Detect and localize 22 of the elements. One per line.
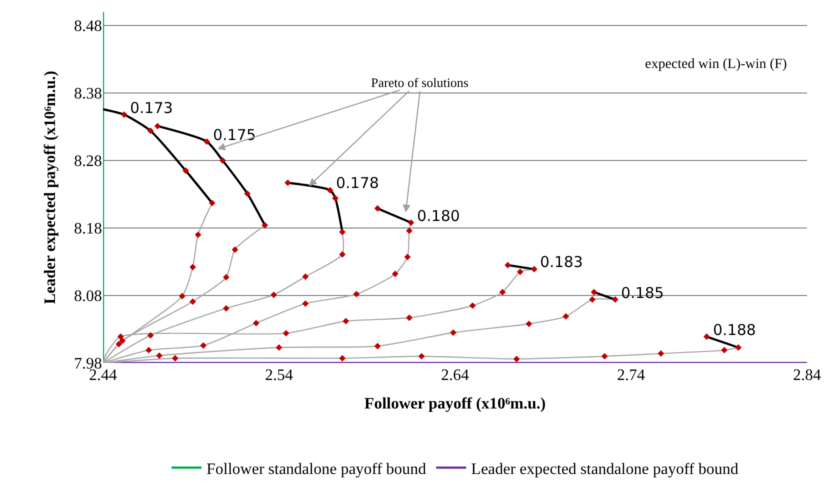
x-axis-title: Follower payoff (x10⁶m.u.) (364, 396, 546, 413)
x-tick-label: 2.54 (265, 367, 293, 384)
legend-label: Follower standalone payoff bound (206, 460, 426, 478)
y-tick-label: 8.18 (74, 220, 102, 238)
annotation: Pareto of solutions (371, 75, 468, 90)
annotation: 0.173 (130, 99, 173, 117)
annotation: 0.188 (713, 321, 756, 339)
annotation: 0.183 (540, 253, 583, 271)
x-tick-label: 2.84 (793, 367, 821, 384)
annotation: 0.175 (213, 126, 256, 144)
annotation: expected win (L)-win (F) (645, 57, 788, 72)
y-axis-title: Leader expected payoff (x10⁶m.u.) (42, 70, 59, 304)
y-tick-label: 8.08 (74, 288, 102, 306)
x-tick-label: 2.74 (617, 367, 645, 384)
y-tick-label: 8.38 (74, 86, 102, 103)
annotation: 0.180 (417, 207, 460, 225)
y-tick-label: 8.28 (74, 153, 102, 170)
y-tick-label: 8.48 (74, 18, 102, 36)
annotation: 0.178 (336, 174, 379, 192)
annotation: 0.185 (621, 284, 664, 302)
x-tick-label: 2.64 (441, 367, 469, 384)
legend-label: Leader expected standalone payoff bound (471, 460, 738, 478)
